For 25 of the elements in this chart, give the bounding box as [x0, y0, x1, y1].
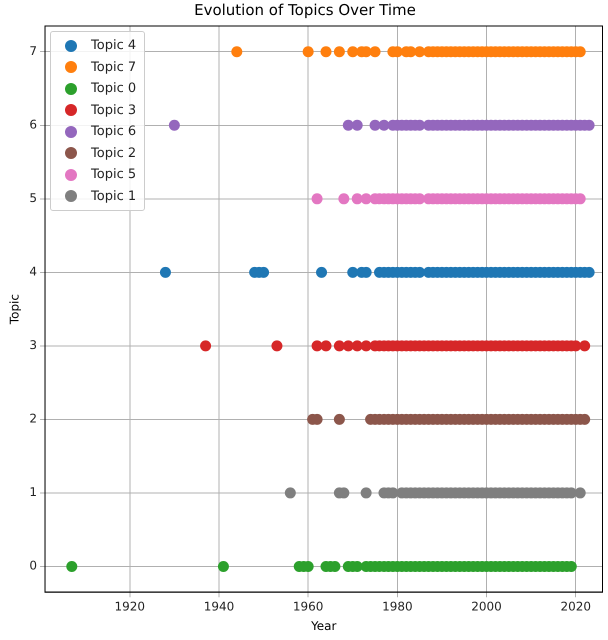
x-tick-label: 1960 — [292, 600, 324, 614]
legend-label: Topic 3 — [91, 102, 136, 118]
legend-label: Topic 5 — [91, 167, 136, 182]
legend-label: Topic 4 — [91, 38, 136, 54]
chart-title: Evolution of Topics Over Time — [194, 0, 416, 19]
y-tick-label: 6 — [29, 117, 38, 132]
y-axis-title: Topic — [7, 294, 22, 326]
legend-label: Topic 7 — [91, 60, 136, 75]
x-tick-label: 1940 — [204, 600, 234, 614]
y-tick-label: 1 — [29, 485, 38, 500]
y-tick-label: 2 — [29, 412, 38, 426]
y-tick-label: 7 — [29, 44, 38, 58]
y-tick-label: 0 — [29, 558, 38, 573]
legend-label: Topic 1 — [91, 188, 136, 204]
y-tick-label: 5 — [29, 190, 38, 205]
x-tick-label: 2000 — [471, 600, 502, 614]
legend-label: Topic 2 — [91, 146, 136, 161]
x-axis-title: Year — [310, 618, 337, 633]
x-tick-label: 2020 — [560, 600, 592, 614]
y-tick-label: 3 — [29, 338, 38, 352]
x-tick-label: 1980 — [382, 600, 413, 614]
x-tick-label: 1920 — [114, 600, 146, 614]
legend-label: Topic 6 — [91, 124, 136, 140]
y-tick-label: 4 — [29, 264, 38, 278]
legend-label: Topic 0 — [91, 81, 136, 96]
